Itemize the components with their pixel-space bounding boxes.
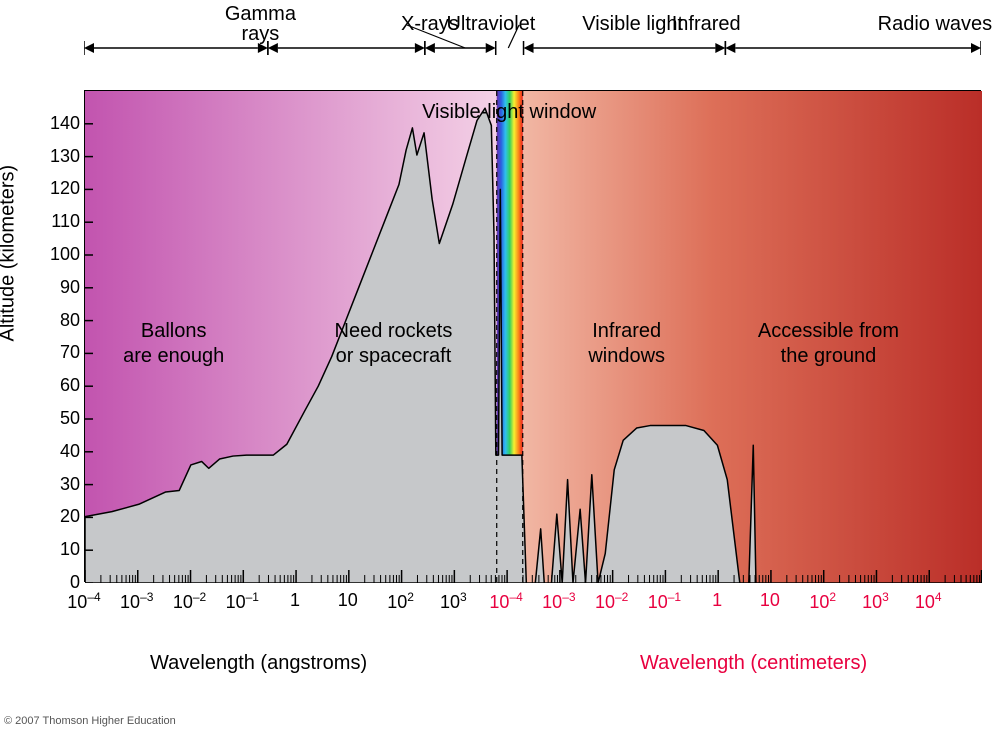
copyright-text: © 2007 Thomson Higher Education xyxy=(4,715,176,727)
chart-annotation: Accessible fromthe ground xyxy=(739,319,919,369)
x-tick-cm: 104 xyxy=(906,590,950,613)
x-tick-angstrom: 10–2 xyxy=(168,590,212,613)
y-tick: 80 xyxy=(36,310,80,331)
x-tick-angstrom: 103 xyxy=(431,590,475,613)
x-tick-angstrom: 10 xyxy=(326,590,370,611)
spectrum-band-label: Gammarays xyxy=(190,4,330,44)
x-axis-label-centimeters: Wavelength (centimeters) xyxy=(640,652,867,675)
x-tick-cm: 10–4 xyxy=(484,590,528,613)
spectrum-band-label: Infrared xyxy=(636,14,776,34)
x-tick-cm: 10–2 xyxy=(590,590,634,613)
x-tick-cm: 1 xyxy=(695,590,739,611)
y-tick: 30 xyxy=(36,474,80,495)
x-tick-angstrom: 1 xyxy=(273,590,317,611)
chart-annotation: Ballonsare enough xyxy=(84,319,264,369)
y-tick: 90 xyxy=(36,277,80,298)
y-tick: 50 xyxy=(36,408,80,429)
chart-container: GammaraysX-raysUltravioletVisible lightI… xyxy=(0,0,1000,730)
x-tick-angstrom: 10–4 xyxy=(62,590,106,613)
spectrum-band-label: Ultraviolet xyxy=(421,14,561,34)
spectrum-band-label: Radio waves xyxy=(865,14,1000,34)
x-tick-angstrom: 10–1 xyxy=(220,590,264,613)
y-tick: 10 xyxy=(36,539,80,560)
y-tick: 130 xyxy=(36,146,80,167)
y-tick: 70 xyxy=(36,342,80,363)
chart-annotation: Infraredwindows xyxy=(537,319,717,369)
y-tick: 100 xyxy=(36,244,80,265)
x-tick-cm: 10–1 xyxy=(642,590,686,613)
y-tick: 110 xyxy=(36,211,80,232)
x-tick-cm: 102 xyxy=(801,590,845,613)
y-tick: 20 xyxy=(36,506,80,527)
y-axis-label: Altitude (kilometers) xyxy=(0,165,20,342)
x-tick-angstrom: 102 xyxy=(379,590,423,613)
x-tick-cm: 103 xyxy=(853,590,897,613)
chart-annotation: Need rocketsor spacecraft xyxy=(303,319,483,369)
x-axis-label-angstroms: Wavelength (angstroms) xyxy=(150,652,367,675)
y-tick: 140 xyxy=(36,113,80,134)
chart-annotation: Visible-light window xyxy=(419,100,599,125)
spectrum-bands-header: GammaraysX-raysUltravioletVisible lightI… xyxy=(84,0,981,90)
y-tick: 40 xyxy=(36,441,80,462)
y-tick: 60 xyxy=(36,375,80,396)
x-tick-angstrom: 10–3 xyxy=(115,590,159,613)
x-tick-cm: 10 xyxy=(748,590,792,611)
x-tick-cm: 10–3 xyxy=(537,590,581,613)
y-tick: 120 xyxy=(36,178,80,199)
